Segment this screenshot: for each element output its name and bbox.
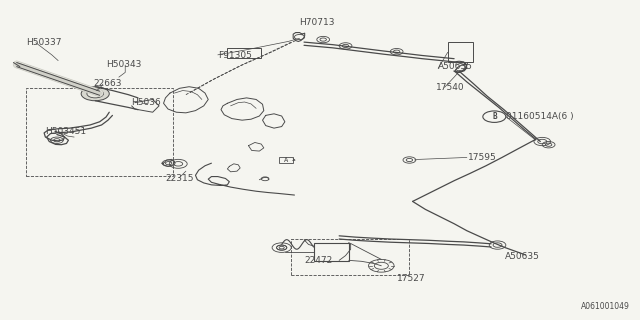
- Circle shape: [81, 87, 109, 101]
- Text: 17540: 17540: [436, 83, 465, 92]
- Bar: [314, 243, 349, 261]
- Text: 17527: 17527: [397, 274, 425, 283]
- Bar: [227, 48, 260, 58]
- Text: 17595: 17595: [468, 153, 497, 162]
- Text: H50343: H50343: [106, 60, 141, 69]
- Text: A061001049: A061001049: [581, 302, 630, 311]
- Bar: [26, 88, 173, 176]
- Text: A: A: [284, 157, 288, 163]
- Bar: [291, 239, 410, 275]
- Text: H5036: H5036: [132, 98, 161, 107]
- Text: H50337: H50337: [26, 38, 61, 47]
- Text: 22663: 22663: [93, 79, 122, 88]
- Text: 22472: 22472: [304, 256, 332, 265]
- Text: A50635: A50635: [505, 252, 540, 261]
- Text: F91305: F91305: [218, 51, 252, 60]
- Bar: [448, 42, 473, 62]
- Bar: [279, 157, 293, 163]
- Text: A50635: A50635: [438, 62, 473, 71]
- Text: H503451: H503451: [45, 127, 86, 136]
- Text: 22315: 22315: [166, 174, 194, 183]
- Text: 01160514A(6 ): 01160514A(6 ): [506, 112, 574, 121]
- Text: H70713: H70713: [299, 18, 335, 27]
- Circle shape: [87, 90, 104, 98]
- Text: B: B: [492, 112, 497, 121]
